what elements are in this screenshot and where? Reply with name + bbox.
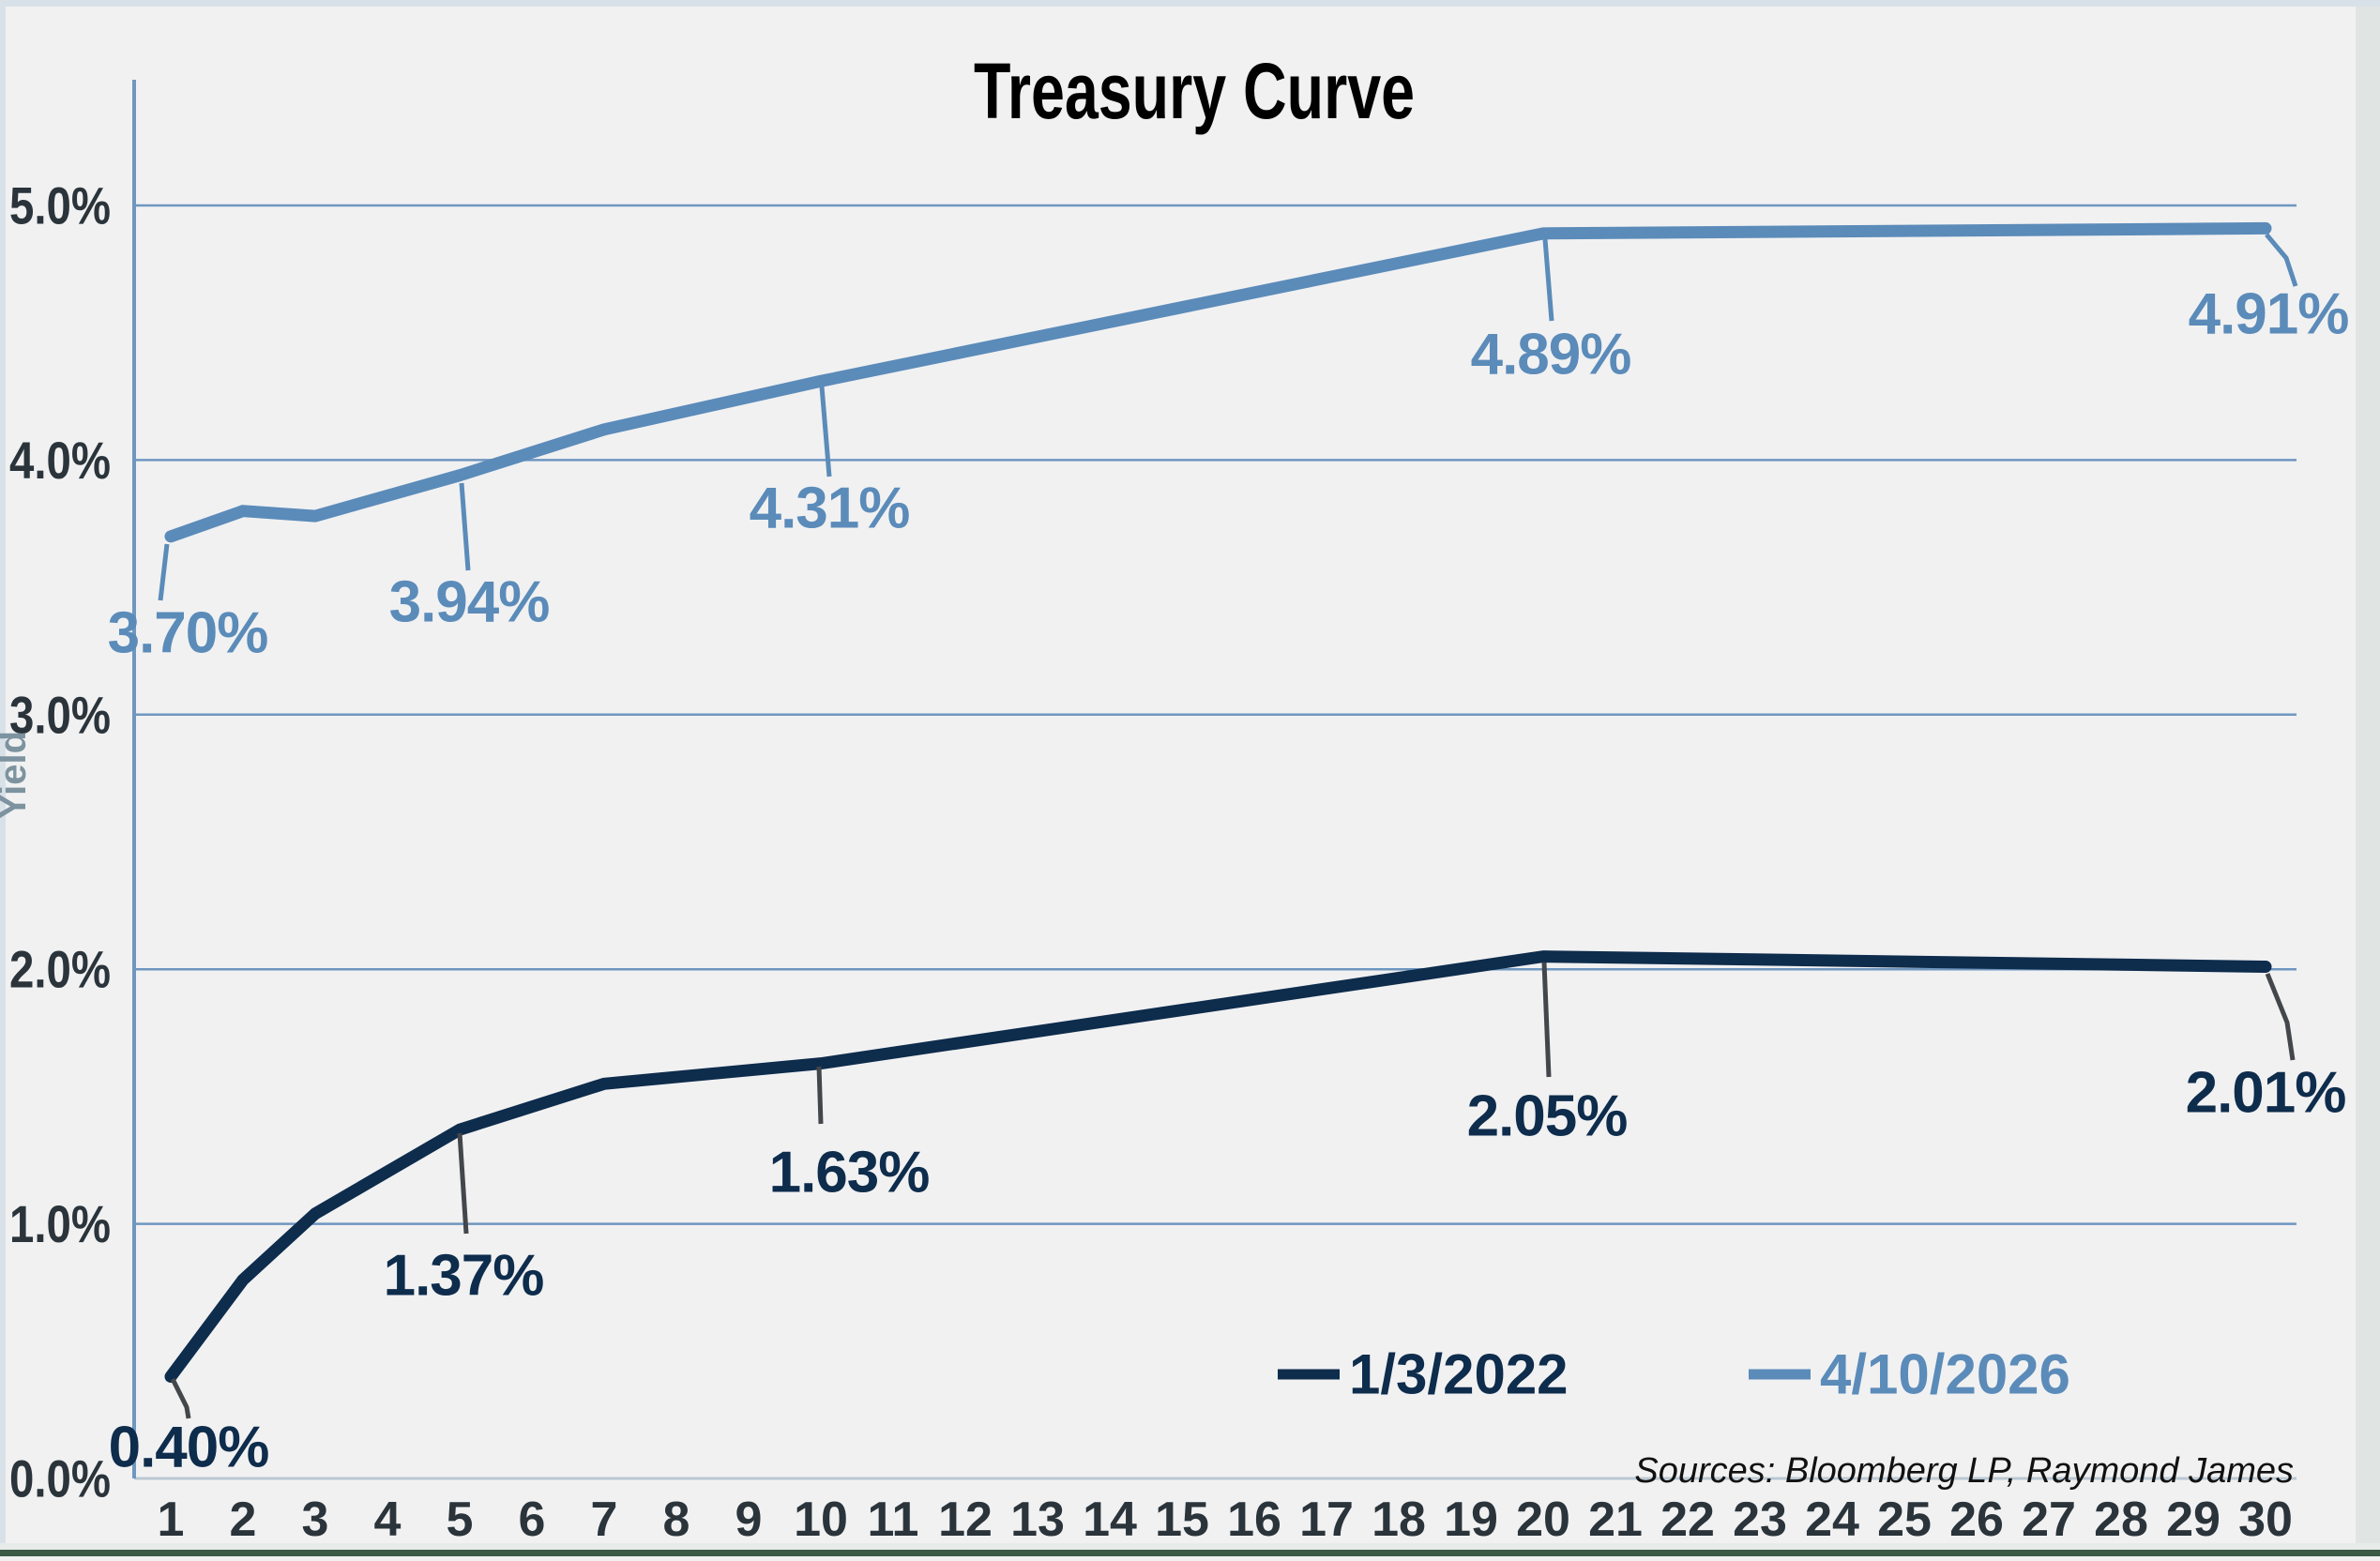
frame-bottom-border: [0, 1550, 2380, 1556]
x-tick-label-30: 30: [2238, 1493, 2293, 1547]
x-tick-label-10: 10: [794, 1493, 848, 1547]
axes: [132, 80, 2297, 1480]
legend-label-series1: 1/3/2022: [1349, 1343, 1569, 1406]
x-tick-label-4: 4: [374, 1493, 402, 1547]
x-axis-tick-labels: 1 2 3 4 5 6 7 8 9 10 11 12 13 14 15 16 17 18 19 20 21 22 23 24 2…: [158, 1493, 2293, 1547]
data-label-3.70%: 3.70%: [108, 601, 268, 666]
x-tick-label-16: 16: [1227, 1493, 1281, 1547]
leader-line-1.37%: [457, 1132, 469, 1235]
x-tick-label-15: 15: [1155, 1493, 1209, 1547]
frame-left-strip: [0, 0, 6, 1556]
frame-right-strip: [2356, 7, 2380, 1556]
leader-line-4.91%: [2265, 233, 2298, 287]
x-tick-label-3: 3: [302, 1493, 329, 1547]
y-tick-label-5.0%: 5.0%: [9, 176, 111, 235]
x-tick-label-25: 25: [1877, 1493, 1932, 1547]
chart-title: Treasury Curve: [974, 47, 1415, 135]
data-label-callouts: 0.40% 1.37% 1.63% 2.05% 2.01% 3.70% 3.94% 4.31%…: [108, 233, 2349, 1480]
x-tick-label-11: 11: [868, 1493, 919, 1547]
x-tick-label-9: 9: [735, 1493, 763, 1547]
frame-top-strip: [0, 0, 2380, 7]
x-tick-label-6: 6: [519, 1493, 546, 1547]
x-tick-label-19: 19: [1444, 1493, 1498, 1547]
leader-line-2.01%: [2265, 973, 2296, 1061]
y-tick-label-3.0%: 3.0%: [9, 685, 111, 744]
x-tick-label-17: 17: [1299, 1493, 1354, 1547]
leader-line-3.94%: [459, 482, 471, 571]
x-tick-label-1: 1: [158, 1493, 185, 1547]
data-label-3.94%: 3.94%: [389, 570, 550, 635]
data-label-4.89%: 4.89%: [1471, 323, 1631, 387]
x-tick-label-8: 8: [663, 1493, 690, 1547]
x-tick-label-28: 28: [2094, 1493, 2148, 1547]
leader-line-1.63%: [816, 1066, 824, 1125]
x-tick-label-27: 27: [2022, 1493, 2076, 1547]
data-label-2.01%: 2.01%: [2186, 1061, 2346, 1126]
leader-line-3.70%: [158, 543, 170, 601]
y-tick-label-0.0%: 0.0%: [9, 1449, 111, 1508]
series-line-1-3-2022: [164, 950, 2272, 1383]
leader-line-4.89%: [1542, 238, 1554, 322]
leader-line-2.05%: [1541, 962, 1552, 1078]
legend-label-series2: 4/10/2026: [1820, 1343, 2070, 1406]
x-tick-label-14: 14: [1083, 1493, 1137, 1547]
x-tick-label-22: 22: [1660, 1493, 1715, 1547]
y-axis-tick-labels: 0.0% 1.0% 2.0% 3.0% 4.0% 5.0%: [9, 176, 111, 1508]
frame-bottom-strip: [0, 1543, 2380, 1551]
series-lines: [164, 221, 2272, 1383]
x-tick-label-29: 29: [2166, 1493, 2221, 1547]
x-tick-label-24: 24: [1805, 1493, 1859, 1547]
x-tick-label-20: 20: [1516, 1493, 1570, 1547]
x-tick-label-5: 5: [447, 1493, 474, 1547]
data-label-4.31%: 4.31%: [750, 477, 910, 541]
source-note: Sources: Bloomberg LP, Raymond James: [1634, 1451, 2294, 1491]
data-label-4.91%: 4.91%: [2189, 282, 2349, 347]
data-label-0.40%: 0.40%: [109, 1416, 269, 1480]
x-tick-label-2: 2: [230, 1493, 257, 1547]
leader-line-4.31%: [819, 386, 832, 477]
y-tick-label-2.0%: 2.0%: [9, 940, 111, 999]
gridlines: [134, 204, 2297, 1225]
legend: 1/3/2022 4/10/2026: [1278, 1343, 2070, 1406]
data-label-2.05%: 2.05%: [1467, 1084, 1628, 1149]
x-tick-label-18: 18: [1372, 1493, 1426, 1547]
data-label-1.37%: 1.37%: [384, 1244, 544, 1309]
y-tick-label-4.0%: 4.0%: [9, 431, 111, 490]
y-axis-title: Yield: [0, 731, 34, 819]
x-tick-label-7: 7: [591, 1493, 618, 1547]
y-tick-label-1.0%: 1.0%: [9, 1194, 111, 1253]
x-tick-label-23: 23: [1733, 1493, 1787, 1547]
x-tick-label-12: 12: [938, 1493, 993, 1547]
x-tick-label-13: 13: [1010, 1493, 1065, 1547]
series-line-4-10-2026: [164, 221, 2272, 543]
x-tick-label-26: 26: [1949, 1493, 2004, 1547]
x-tick-label-21: 21: [1588, 1493, 1643, 1547]
data-label-1.63%: 1.63%: [769, 1141, 930, 1205]
leader-line-0.40%: [170, 1377, 191, 1419]
